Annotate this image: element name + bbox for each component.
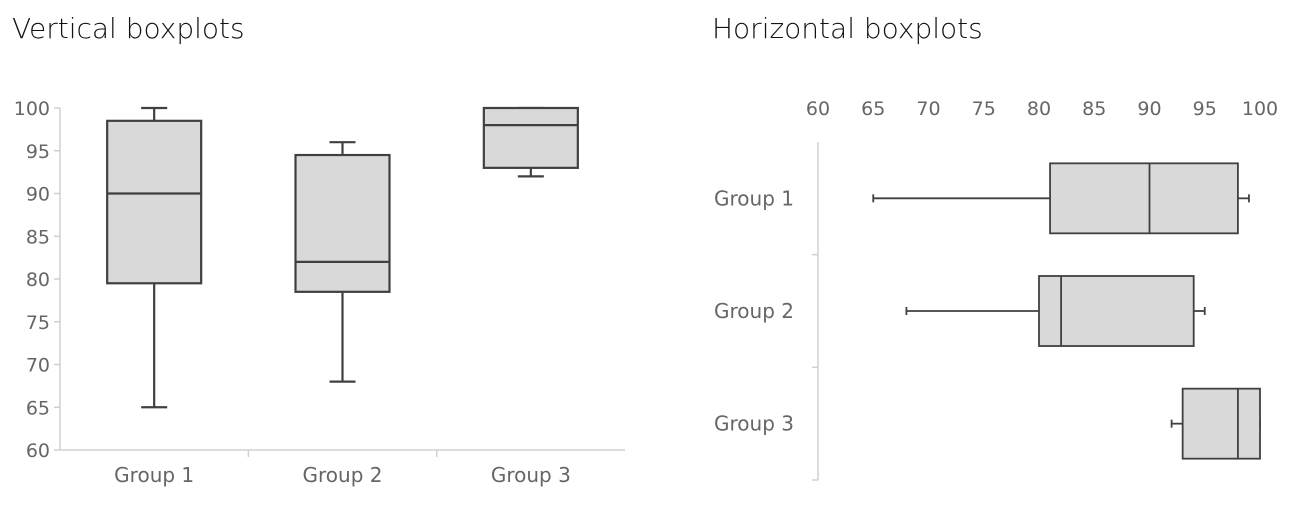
x-tick-label: 70: [916, 98, 940, 120]
x-tick-label: 100: [1242, 98, 1278, 120]
x-tick-label: 75: [972, 98, 996, 120]
box-iqr: [1181, 387, 1261, 460]
x-tick-label: 95: [1193, 98, 1217, 120]
y-tick-label: 95: [26, 141, 50, 163]
box-iqr: [1049, 162, 1239, 235]
x-category-label: Group 2: [303, 463, 383, 487]
x-tick-label: 60: [806, 98, 830, 120]
x-tick-label: 80: [1027, 98, 1051, 120]
y-category-label: Group 3: [714, 412, 794, 436]
horizontal-chart-title: Horizontal boxplots: [712, 12, 983, 45]
y-tick-label: 80: [26, 269, 50, 291]
y-tick-label: 90: [26, 184, 50, 206]
y-tick-label: 100: [14, 98, 50, 120]
x-tick-label: 90: [1137, 98, 1161, 120]
box-iqr: [482, 106, 579, 169]
y-category-label: Group 1: [714, 186, 794, 210]
x-tick-label: 65: [861, 98, 885, 120]
vertical-chart-title: Vertical boxplots: [12, 12, 245, 45]
box-iqr: [106, 119, 203, 285]
x-tick-label: 85: [1082, 98, 1106, 120]
y-category-label: Group 2: [714, 299, 794, 323]
x-category-label: Group 1: [114, 463, 194, 487]
y-tick-label: 60: [26, 440, 50, 462]
y-tick-label: 85: [26, 226, 50, 248]
y-tick-label: 70: [26, 355, 50, 377]
box-iqr: [1038, 275, 1195, 347]
y-tick-label: 65: [26, 397, 50, 419]
box-iqr: [294, 153, 391, 293]
y-tick-label: 75: [26, 312, 50, 334]
x-category-label: Group 3: [491, 463, 571, 487]
